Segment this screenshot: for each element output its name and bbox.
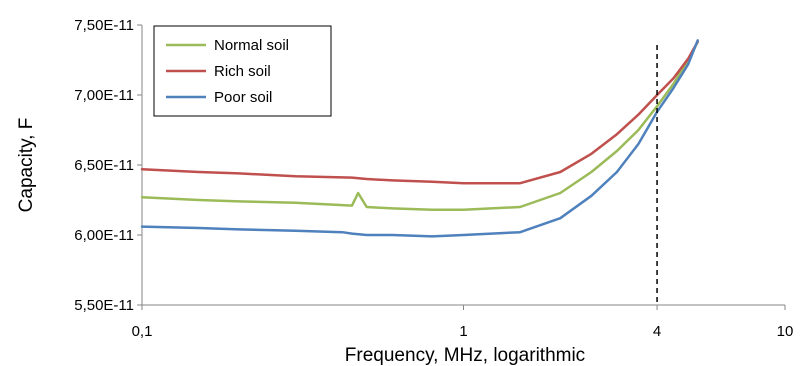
axes: 5,50E-11 6,00E-11 6,50E-11 7,00E-11 7,50E-11… bbox=[16, 17, 793, 366]
legend-label: Normal soil bbox=[214, 37, 289, 54]
x-axis-title: Frequency, MHz, logarithmic bbox=[345, 345, 585, 366]
series-line-0 bbox=[140, 40, 699, 212]
legend-label: Poor soil bbox=[214, 89, 272, 106]
legend: Normal soil Rich soil Poor soil bbox=[153, 25, 332, 117]
y-tick-label: 5,50E-11 bbox=[74, 297, 134, 314]
y-tick-label: 6,50E-11 bbox=[74, 157, 134, 174]
series-line-1 bbox=[140, 40, 699, 185]
legend-label: Rich soil bbox=[214, 63, 271, 80]
y-axis-title: Capacity, F bbox=[16, 118, 37, 213]
x-tick-label: 10 bbox=[777, 323, 794, 340]
y-tick-label: 7,50E-11 bbox=[74, 17, 134, 34]
y-tick-label: 6,00E-11 bbox=[74, 227, 134, 244]
x-tick-label: 1 bbox=[459, 323, 467, 340]
y-tick-label: 7,00E-11 bbox=[74, 87, 134, 104]
x-tick-label: 4 bbox=[653, 323, 661, 340]
x-tick-label: 0,1 bbox=[132, 323, 153, 340]
